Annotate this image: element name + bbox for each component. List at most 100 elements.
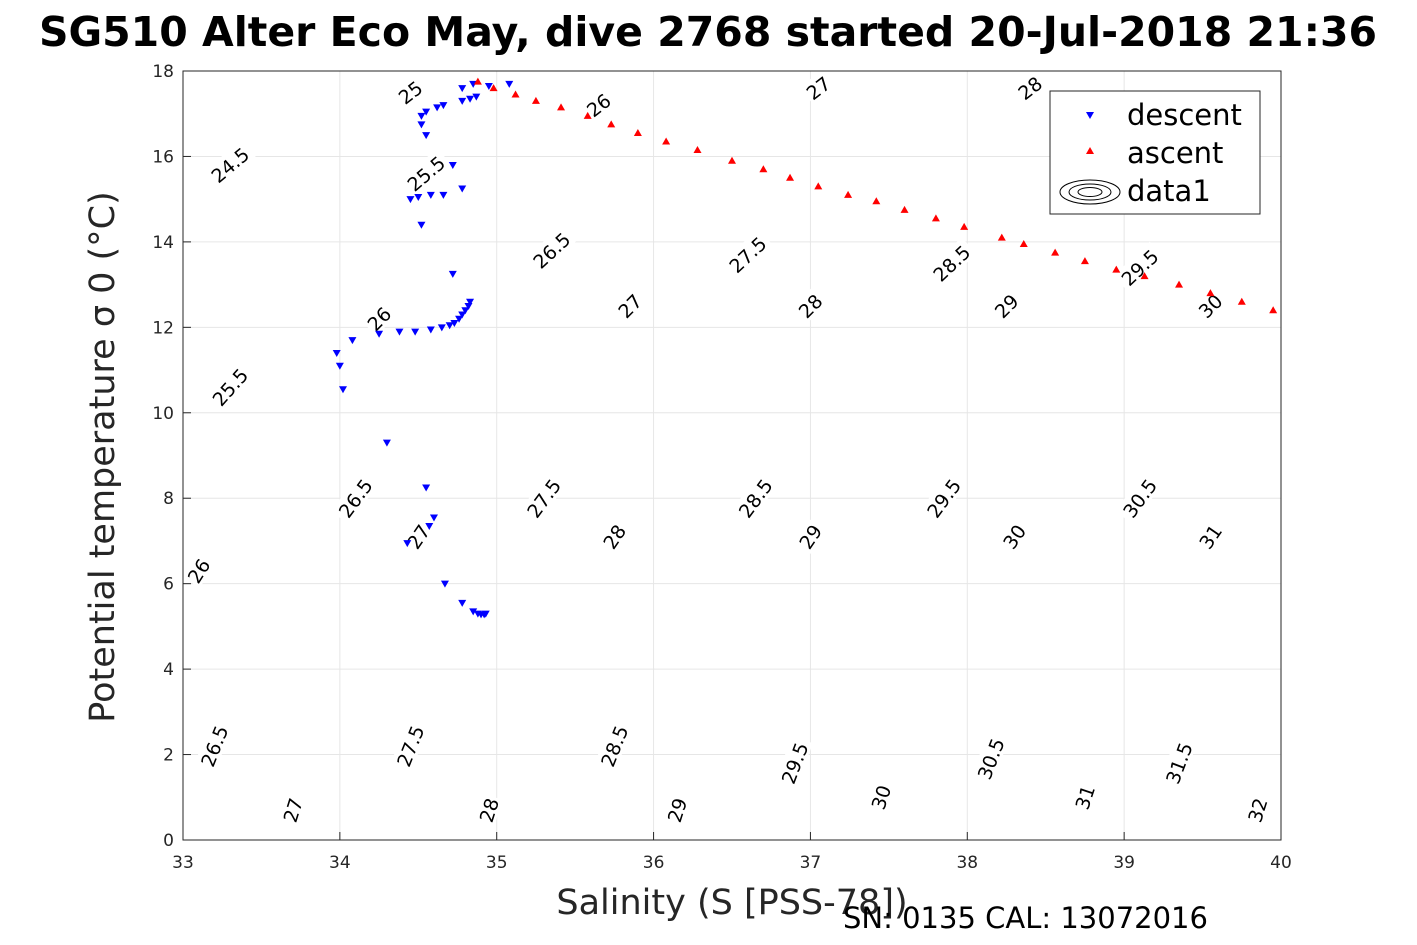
descent-point (422, 108, 431, 116)
contour-label-bg (519, 470, 567, 525)
descent-point (466, 298, 475, 306)
x-tick-label: 35 (486, 853, 508, 873)
descent-point (472, 93, 481, 101)
ascent-point (872, 197, 881, 205)
contour-label-bg (919, 470, 967, 525)
y-tick-label: 8 (163, 489, 174, 509)
ascent-point (997, 233, 1006, 241)
contour-label-bg (996, 518, 1031, 554)
descent-point (426, 326, 435, 334)
contour-label-bg (277, 793, 307, 827)
contour-label-bg (774, 735, 813, 791)
descent-point (448, 270, 457, 278)
descent-point (458, 311, 467, 319)
x-tick-label: 36 (643, 853, 665, 873)
contour-label-bg (1115, 470, 1163, 525)
descent-point (484, 82, 493, 90)
ascent-point (1112, 265, 1121, 273)
ascent-point (1237, 297, 1246, 305)
descent-point (417, 221, 426, 229)
descent-point (450, 320, 459, 328)
ascent-point (1140, 272, 1149, 280)
descent-point (448, 161, 457, 169)
contour-label-bg (1113, 241, 1165, 292)
plot-frame (182, 70, 1282, 841)
legend-descent-marker (1086, 112, 1094, 119)
y-axis-label: Potential temperature σ 0 (°C) (83, 191, 123, 723)
descent-point (458, 599, 467, 607)
legend-descent-label: descent (1127, 98, 1242, 132)
descent-point (469, 608, 478, 616)
descent-point (417, 112, 426, 120)
ascent-point (633, 128, 642, 136)
descent-point (461, 307, 470, 315)
ascent-point (1051, 248, 1060, 256)
ascent-point (511, 90, 520, 98)
descent-point (464, 302, 473, 310)
contour-label-bg (1192, 287, 1228, 323)
descent-point (382, 439, 391, 447)
descent-point (411, 328, 420, 336)
descent-point (458, 185, 467, 193)
legend: descent ascent data1 (1049, 90, 1261, 215)
descent-point (429, 514, 438, 522)
contour-label-bg (204, 360, 255, 413)
x-tick-label: 33 (172, 853, 194, 873)
y-tick-label: 10 (152, 404, 174, 424)
y-tick-label: 0 (163, 831, 174, 851)
contour-label-bg (865, 780, 895, 814)
contour-label-bg (580, 87, 616, 122)
x-axis-label: Salinity (S [PSS-78]) (556, 883, 907, 923)
legend-box (1049, 90, 1261, 215)
y-tick-label: 4 (163, 660, 174, 680)
contour-label: 29 (661, 793, 692, 827)
y-tick-label: 6 (163, 575, 174, 595)
ascent-point (473, 77, 482, 85)
contour-label-bg (730, 470, 779, 525)
descent-point (439, 102, 448, 110)
descent-point (403, 540, 412, 548)
data-series (332, 77, 1278, 619)
y-tick-label: 16 (152, 147, 174, 167)
contour-label-bg (391, 74, 428, 109)
contour-label-bg (593, 718, 634, 773)
descent-point (335, 362, 344, 370)
contour-label-bg (661, 793, 691, 827)
axes: 33 34 35 36 37 38 39 40 0 2 4 6 8 10 12 14 16 18 (152, 62, 1291, 873)
y-tick-label: 12 (152, 318, 174, 338)
descent-point (426, 191, 435, 199)
contour-label-bg (473, 793, 503, 827)
descent-point (433, 104, 442, 112)
contour-label-bg (1241, 793, 1272, 827)
contour-label-bg (611, 287, 647, 323)
ascent-point (557, 103, 566, 111)
descent-point (332, 349, 341, 357)
ascent-point (693, 146, 702, 154)
descent-point (439, 191, 448, 199)
ascent-point (583, 111, 592, 119)
contour-label-bg (400, 518, 435, 554)
legend-contour-icon (1059, 179, 1121, 205)
contour-label-bg (799, 70, 836, 105)
ascent-point (786, 173, 795, 181)
descent-point (375, 330, 384, 338)
y-tick-label: 14 (152, 233, 174, 253)
ascent-point (489, 84, 498, 92)
descent-point (422, 484, 431, 492)
descent-point (481, 610, 490, 618)
legend-ascent-marker (1086, 147, 1094, 154)
descent-point (455, 315, 464, 323)
descent-point (414, 194, 423, 202)
contour-label: 28 (473, 793, 504, 827)
descent-point (505, 80, 514, 88)
contour-label-bg (792, 287, 828, 323)
contour-label-bg (1011, 70, 1048, 105)
ascent-point (960, 222, 969, 230)
ascent-point (1019, 240, 1028, 248)
ascent-point (844, 190, 853, 198)
descent-point (417, 121, 426, 129)
x-tick-label: 40 (1270, 853, 1292, 873)
ascent-point (531, 96, 540, 104)
y-tick-label: 18 (152, 62, 174, 82)
